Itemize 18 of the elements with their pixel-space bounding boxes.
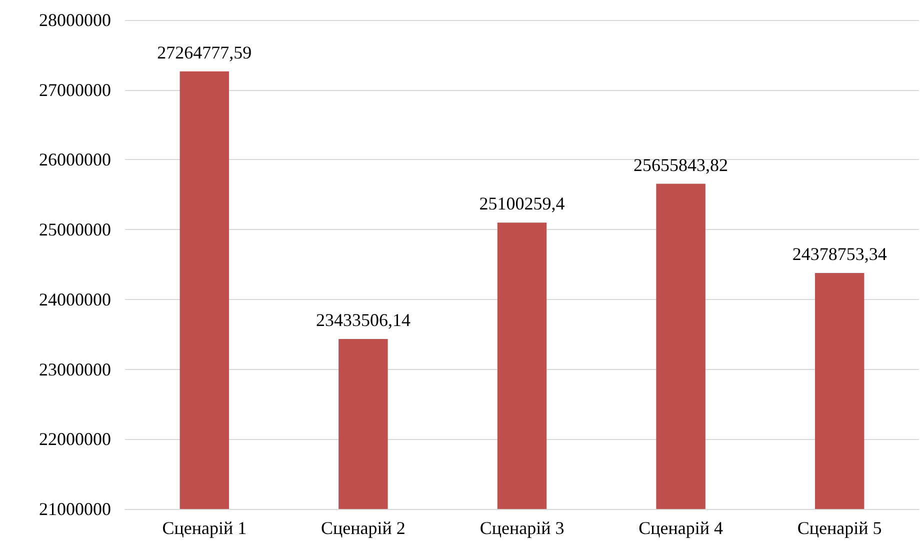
data-label: 27264777,59 bbox=[157, 42, 252, 62]
x-tick-label: Сценарій 3 bbox=[480, 518, 564, 538]
x-tick-label: Сценарій 5 bbox=[797, 518, 882, 538]
x-tick-label: Сценарій 2 bbox=[321, 518, 406, 538]
y-tick-label: 22000000 bbox=[39, 429, 111, 450]
y-tick-label: 23000000 bbox=[39, 359, 111, 380]
x-tick-label: Сценарій 4 bbox=[638, 518, 723, 538]
y-tick-label: 24000000 bbox=[39, 289, 111, 310]
data-label: 25655843,82 bbox=[634, 154, 728, 175]
y-tick-label: 21000000 bbox=[39, 499, 111, 519]
y-tick-label: 27000000 bbox=[39, 80, 111, 100]
data-label: 25100259,4 bbox=[479, 194, 565, 214]
data-label: 24378753,34 bbox=[792, 244, 887, 264]
data-label: 23433506,14 bbox=[316, 310, 410, 330]
y-tick-label: 25000000 bbox=[39, 220, 111, 240]
y-tick-label: 28000000 bbox=[39, 10, 111, 30]
x-tick-label: Сценарій 1 bbox=[162, 518, 247, 538]
y-tick-label: 26000000 bbox=[39, 150, 111, 170]
